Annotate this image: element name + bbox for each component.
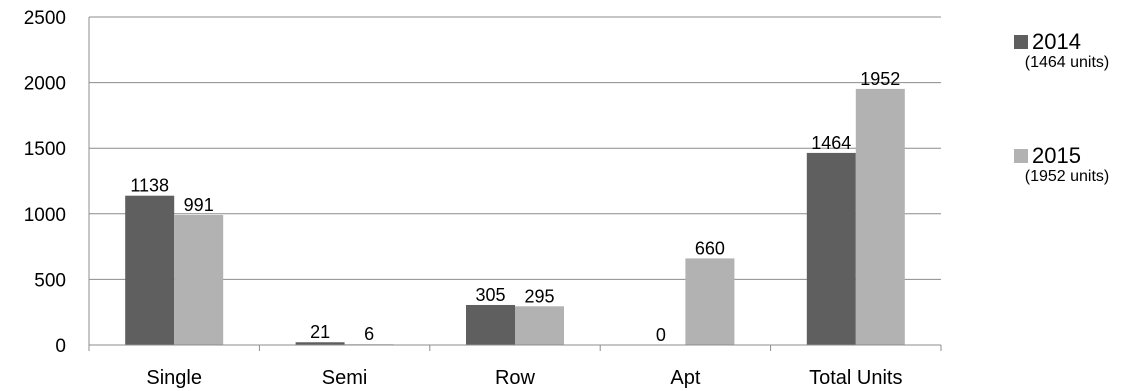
bar-total-units-2015	[855, 88, 905, 346]
data-labels: 1138 991 21 6 305 295 0 660 1464 1952	[130, 69, 900, 345]
x-category-label-single: Single	[146, 367, 202, 389]
bars	[125, 88, 905, 346]
x-category-label-row: Row	[495, 367, 536, 389]
y-tick-label-2000: 2000	[24, 74, 66, 95]
x-category-label-semi: Semi	[322, 367, 368, 389]
bar-chart: 0 500 1000 1500 2000 2500 1138 991 21 6 305 295 0 66…	[24, 8, 942, 389]
axes	[88, 17, 942, 351]
gridlines	[89, 16, 941, 280]
y-tick-label-500: 500	[34, 270, 66, 291]
data-label-total-units-2015: 1952	[860, 69, 900, 89]
y-tick-label-0: 0	[55, 336, 66, 357]
data-label-single-2014: 1138	[130, 176, 169, 196]
y-tick-label-2500: 2500	[24, 8, 66, 29]
legend-note-2014: (1464 units)	[1024, 54, 1110, 71]
y-tick-label-1500: 1500	[24, 139, 66, 160]
y-tick-label-1000: 1000	[24, 205, 66, 226]
data-label-row-2014: 305	[475, 285, 505, 305]
data-label-apt-2014: 0	[656, 325, 666, 345]
legend-swatch-2015	[1014, 149, 1028, 163]
data-label-apt-2015: 660	[695, 238, 725, 258]
legend-item-2015: 2015 (1952 units)	[1000, 144, 1134, 186]
bar-single-2014	[125, 195, 175, 345]
x-category-label-apt: Apt	[670, 367, 700, 389]
legend-label-2014: 2014	[1032, 29, 1081, 54]
bar-row-2015	[515, 306, 564, 345]
data-label-semi-2014: 21	[310, 322, 330, 342]
legend-swatch-2014	[1014, 35, 1028, 49]
legend-note-2015: (1952 units)	[1024, 168, 1110, 185]
legend-label-2015: 2015	[1032, 143, 1081, 168]
x-category-label-total-units: Total Units	[809, 367, 902, 389]
bar-total-units-2014	[806, 152, 856, 345]
legend-item-2014: 2014 (1464 units)	[1000, 30, 1134, 72]
data-label-semi-2015: 6	[364, 324, 374, 344]
data-label-row-2015: 295	[524, 286, 554, 306]
bar-single-2015	[174, 214, 224, 345]
bar-semi-2014	[295, 342, 345, 345]
data-label-single-2015: 991	[184, 195, 214, 215]
bar-apt-2015	[685, 258, 735, 345]
data-label-total-units-2014: 1464	[811, 133, 851, 153]
x-axis-category-labels: Single Semi Row Apt Total Units	[146, 367, 902, 389]
y-axis-tick-labels: 0 500 1000 1500 2000 2500	[24, 8, 66, 357]
bar-row-2014	[466, 304, 515, 345]
